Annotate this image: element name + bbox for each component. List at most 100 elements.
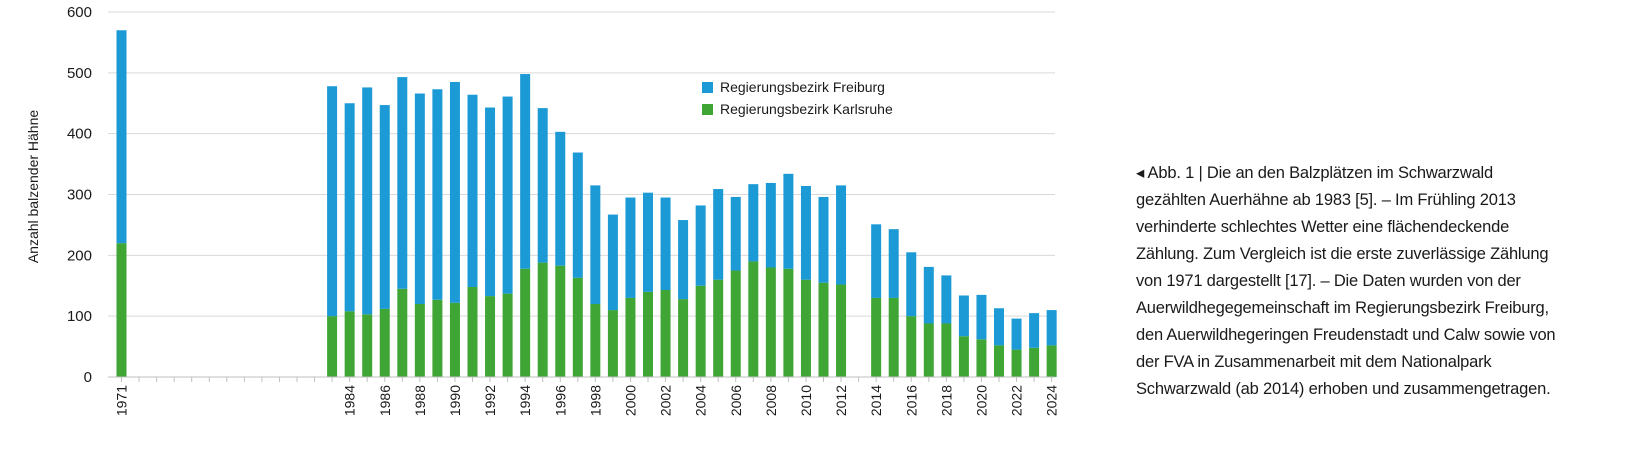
bar-karlsruhe-2009 [783,268,794,377]
x-tick-label: 1998 [587,385,603,416]
bar-freiburg-2017 [923,266,934,324]
bar-freiburg-1989 [432,89,443,300]
y-axis-title: Anzahl balzender Hähne [25,110,41,264]
x-tick-label: 2008 [763,385,779,416]
bar-karlsruhe-2021 [994,345,1004,377]
caption-line: Schwarzwald (ab 2014) erhoben und zusamm… [1136,380,1551,398]
x-tick-label: 2014 [868,385,884,416]
y-tick-label: 0 [84,369,92,386]
caption-line: den Auerwildhegeringen Freudenstadt und … [1136,326,1556,344]
x-tick-label: 1990 [447,385,463,416]
bar-karlsruhe-2022 [1011,349,1022,377]
bar-karlsruhe-1971 [116,243,127,377]
legend-label: Regierungsbezirk Freiburg [720,79,885,95]
bar-freiburg-2012 [836,185,847,285]
bar-karlsruhe-2019 [958,336,969,377]
bar-karlsruhe-2012 [836,284,847,377]
caption-line: Auerwildhegegemeinschaft im Regierungsbe… [1136,299,1549,317]
caption-line: verhinderte schlechtes Wetter eine fläch… [1136,218,1510,236]
bar-karlsruhe-1989 [432,299,443,377]
x-tick-label: 1988 [412,385,428,416]
bar-freiburg-2021 [994,308,1004,346]
caption-line: gezählten Auerhähne ab 1983 [5]. – Im Fr… [1136,191,1516,209]
y-tick-label: 400 [67,126,92,143]
bar-karlsruhe-2007 [748,261,759,377]
bar-freiburg-1995 [537,108,548,263]
bar-freiburg-2024 [1046,310,1057,346]
x-tick-label: 2004 [693,385,709,416]
bar-freiburg-1985 [362,87,373,315]
bar-freiburg-2000 [625,197,636,298]
bar-freiburg-2015 [888,229,899,298]
bar-freiburg-1986 [379,105,390,309]
x-tick-label: 2022 [1009,385,1025,416]
legend-swatch [702,82,713,93]
bar-karlsruhe-2023 [1029,347,1040,377]
bar-karlsruhe-2016 [906,316,917,377]
legend-label: Regierungsbezirk Karlsruhe [720,101,893,117]
bar-freiburg-2003 [678,220,689,300]
bar-karlsruhe-1994 [520,268,531,377]
bar-freiburg-2009 [783,173,794,269]
bar-freiburg-2014 [871,224,882,298]
bar-freiburg-2018 [941,275,952,324]
bar-karlsruhe-1996 [555,265,566,377]
bar-freiburg-2023 [1029,313,1040,348]
bar-freiburg-2019 [958,295,969,337]
bar-karlsruhe-2020 [976,339,987,377]
bar-freiburg-1996 [555,131,566,266]
bar-freiburg-2008 [765,182,776,268]
bar-karlsruhe-1992 [485,296,496,377]
bar-freiburg-1992 [485,107,496,297]
x-tick-label: 2020 [973,385,989,416]
bar-karlsruhe-1999 [607,310,618,377]
x-tick-label: 2018 [938,385,954,416]
bar-freiburg-1984 [344,103,355,312]
x-tick-label: 2006 [728,385,744,416]
bar-freiburg-1983 [327,86,338,317]
bar-karlsruhe-2018 [941,323,952,377]
bar-freiburg-1997 [572,152,583,278]
bar-freiburg-2007 [748,184,759,262]
x-tick-label: 1986 [377,385,393,416]
y-tick-label: 600 [67,4,92,21]
bar-karlsruhe-1998 [590,304,601,377]
bar-karlsruhe-2003 [678,299,689,377]
bar-karlsruhe-1995 [537,262,548,377]
bar-karlsruhe-1993 [502,293,513,377]
bar-freiburg-2016 [906,252,917,317]
x-tick-label: 2024 [1044,385,1060,416]
x-tick-label: 2010 [798,385,814,416]
bar-freiburg-1993 [502,96,513,294]
bar-freiburg-1991 [467,94,478,287]
bar-karlsruhe-1990 [449,302,460,377]
bar-karlsruhe-2006 [730,270,741,377]
x-tick-label: 2000 [622,385,638,416]
y-tick-label: 500 [67,65,92,82]
bar-freiburg-2020 [976,294,987,340]
bar-freiburg-2010 [800,185,811,280]
bar-freiburg-1971 [116,30,127,244]
bar-karlsruhe-2005 [713,279,724,377]
bar-freiburg-1998 [590,185,601,304]
bar-freiburg-1999 [607,214,618,311]
x-tick-label: 1984 [342,385,358,416]
x-tick-label: 1994 [517,385,533,416]
bar-freiburg-1987 [397,77,408,289]
bar-freiburg-2022 [1011,318,1022,350]
x-tick-label: 1992 [482,385,498,416]
caption-line: von 1971 dargestellt [17]. – Die Daten w… [1136,272,1521,290]
caption-line: ◂ Abb. 1 | Die an den Balzplätzen im Sch… [1136,164,1493,182]
x-tick-label: 2002 [658,385,674,416]
bar-karlsruhe-2011 [818,282,829,377]
y-tick-label: 300 [67,187,92,204]
bar-freiburg-1988 [414,93,425,305]
bar-freiburg-2011 [818,196,829,283]
x-tick-label: 2012 [833,385,849,416]
bar-karlsruhe-1987 [397,288,408,377]
bar-karlsruhe-2010 [800,279,811,377]
bar-karlsruhe-2017 [923,323,934,377]
bar-karlsruhe-2015 [888,297,899,377]
bar-karlsruhe-1986 [379,308,390,377]
bar-freiburg-2004 [695,205,706,286]
